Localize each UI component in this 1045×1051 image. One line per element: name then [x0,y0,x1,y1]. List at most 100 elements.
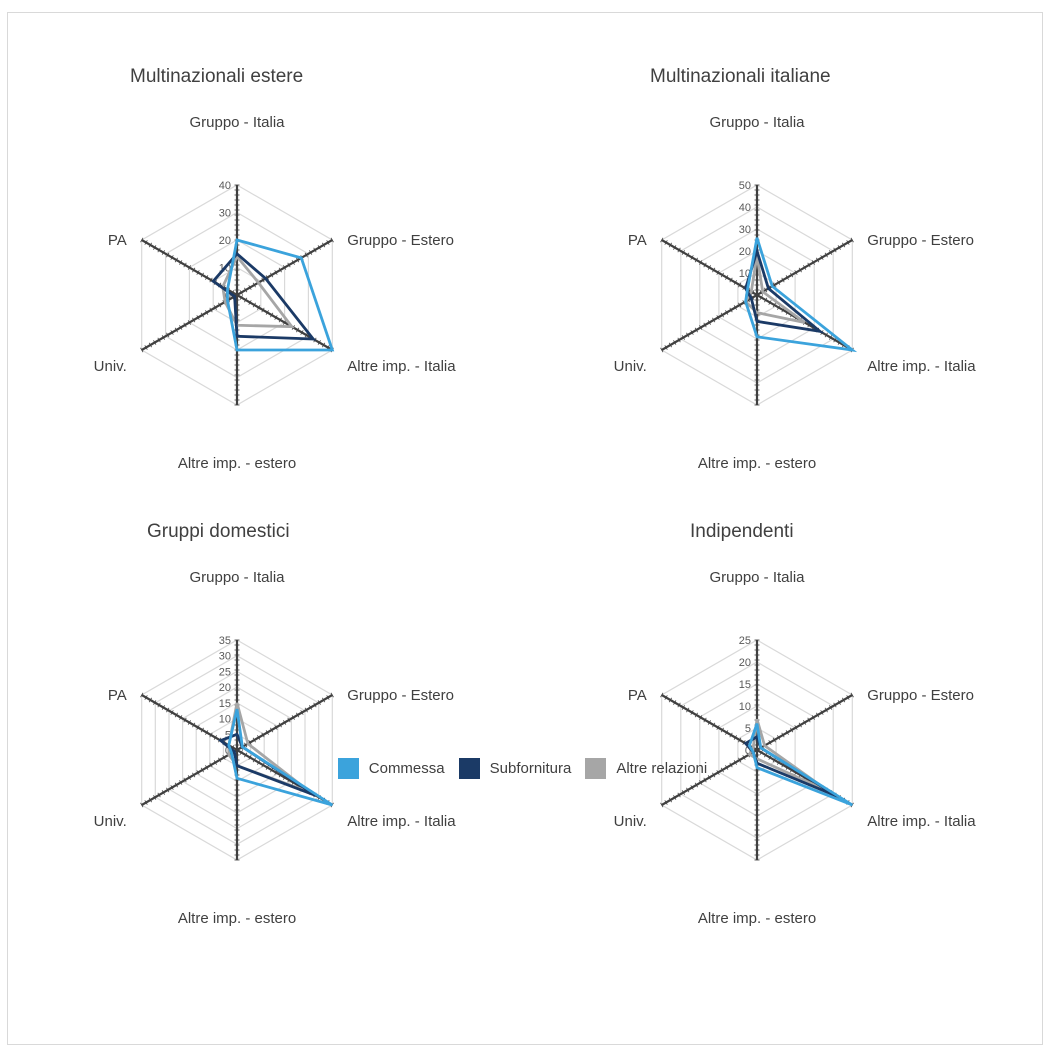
tick-label: 20 [219,682,231,694]
axis-tick-mark [257,735,261,740]
axis-tick-mark [322,697,326,703]
tick-label: 5 [745,723,751,735]
axis-tick-mark [144,345,148,350]
legend-label-commessa: Commessa [368,760,445,777]
axis-tick-mark [664,240,668,245]
axis-tick-mark [738,737,742,743]
axis-tick-mark [703,717,707,723]
axis-tick-mark [157,702,161,708]
axis-tick-mark [140,237,144,243]
axis-tick-mark [790,272,794,278]
axis-tick-mark [681,335,685,340]
legend-swatch-commessa [337,758,359,779]
axis-tick-mark [252,737,256,743]
axis-tick-mark [673,340,677,345]
axis-tick-mark [304,332,308,338]
axis-tick-mark [148,242,152,248]
axis-tick-mark [707,320,711,325]
axis-tick-mark [668,797,672,803]
series-subfornitura [211,251,317,341]
axis-label-pa: PA [108,232,127,249]
axis-tick-mark [751,295,755,300]
axis-tick-mark [326,240,330,245]
axis-tick-mark [187,265,191,270]
axis-tick-mark [170,785,174,790]
axis-tick-mark [681,790,685,795]
axis-tick-mark [725,310,729,315]
radar-chart-3: Indipendenti 0 5 10 15 20 25 Gruppo - Italia Gru… [614,521,977,927]
axis-tick-mark [673,700,677,705]
axis-tick-mark [283,265,287,270]
axis-tick-mark [205,310,209,315]
axis-tick-mark [764,752,768,758]
axis-tick-mark [699,780,703,785]
axis-tick-mark [252,282,256,288]
tick-label: 40 [739,202,751,214]
axis-tick-mark [248,755,252,760]
axis-tick-mark [850,237,854,243]
axis-tick-mark [716,270,720,275]
axis-tick-mark [166,707,170,713]
axis-tick-mark [157,792,161,798]
axis-tick-mark [248,740,252,745]
axis-tick-mark [183,322,187,328]
axis-tick-mark [239,290,243,295]
axis-tick-mark [707,265,711,270]
axis-tick-mark [699,260,703,265]
axis-tick-mark [742,755,746,760]
axis-tick-mark [707,775,711,780]
axis-tick-mark [296,327,300,333]
axis-tick-mark [686,707,690,713]
axis-tick-mark [764,287,768,293]
legend-label-subfornitura: Subfornitura [489,760,572,777]
axis-tick-mark [759,290,763,295]
series-commessa [744,237,858,353]
radar-chart-1: Multinazionali italiane01020304050Gruppo… [614,66,977,472]
axis-tick-mark [153,245,157,250]
axis-label-pa: PA [628,687,647,704]
axis-tick-mark [218,302,222,308]
axis-tick-mark [296,257,300,263]
axis-tick-mark [660,237,664,243]
axis-tick-mark [677,702,681,708]
axis-tick-mark [187,720,191,725]
axis-tick-mark [816,257,820,263]
axis-tick-mark [187,775,191,780]
axis-tick-mark [742,285,746,290]
axis-label-gruppo-estero: Gruppo - Estero [867,232,974,249]
axis-tick-mark [716,315,720,320]
axis-tick-mark [720,272,724,278]
axis-tick-mark [807,717,811,723]
legend: Commessa Subfornitura Altre relazioni [0,758,1045,779]
axis-tick-mark [820,255,824,260]
axis-tick-mark [296,712,300,718]
axis-tick-mark [725,730,729,735]
axis-tick-mark [703,262,707,268]
tick-label: 20 [739,657,751,669]
axis-tick-mark [846,695,850,700]
chart-title: Indipendenti [690,521,794,542]
axis-tick-mark [265,275,269,280]
axis-tick-mark [829,250,833,255]
axis-tick-mark [811,260,815,265]
axis-tick-mark [153,700,157,705]
axis-tick-mark [274,315,278,320]
axis-tick-mark [174,782,178,788]
axis-tick-mark [686,252,690,258]
axis-tick-mark [148,342,152,348]
axis-tick-mark [664,695,668,700]
axis-tick-mark [196,770,200,775]
tick-label: 25 [739,635,751,647]
axis-tick-mark [261,762,265,768]
axis-label-univ: Univ. [94,813,127,830]
axis-tick-mark [209,762,213,768]
axis-tick-mark [265,765,269,770]
axis-tick-mark [170,710,174,715]
axis-tick-mark [179,260,183,265]
axis-tick-mark [270,727,274,733]
axis-label-univ: Univ. [94,358,127,375]
axis-tick-mark [781,277,785,283]
axis-tick-mark [291,715,295,720]
series-commessa [227,708,334,807]
